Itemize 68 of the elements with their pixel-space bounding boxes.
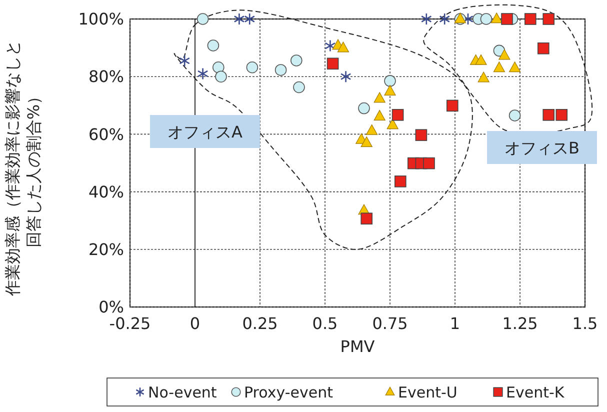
y-tick-label: 100% [78, 10, 124, 29]
point [490, 12, 502, 24]
point [234, 12, 245, 26]
legend-label: Event-U [398, 383, 458, 402]
point [374, 92, 386, 103]
point [340, 70, 352, 83]
point [384, 84, 396, 96]
point [360, 136, 372, 147]
legend-label: Event-K [506, 383, 566, 402]
annotation: オフィスB [504, 138, 580, 158]
point [478, 72, 490, 82]
point [498, 49, 510, 60]
point [244, 12, 256, 26]
point [501, 13, 513, 25]
point [384, 75, 396, 87]
point [446, 100, 458, 112]
x-tick-label: 1.25 [502, 314, 538, 333]
point [360, 212, 372, 224]
point [196, 13, 209, 25]
x-tick-label: 0.25 [242, 314, 278, 333]
point [542, 109, 554, 121]
y-tick-label: 60% [88, 124, 124, 144]
x-tick-label: 1 [450, 314, 460, 333]
point [337, 42, 349, 52]
y-tick-label: 0% [98, 298, 124, 317]
point [290, 54, 302, 66]
point [386, 118, 398, 130]
point [509, 62, 521, 72]
point [392, 109, 404, 121]
point [415, 129, 428, 141]
point [358, 102, 370, 114]
point [420, 12, 432, 26]
x-axis-title: PMV [340, 337, 375, 356]
x-tick-label: 1.5 [572, 314, 598, 333]
x-tick-label: 0 [190, 314, 200, 333]
point [207, 40, 220, 52]
point [423, 157, 435, 170]
point [197, 68, 208, 80]
point [508, 110, 521, 122]
point [394, 176, 406, 188]
point [215, 70, 227, 82]
point [480, 13, 492, 25]
y-tick-label: 40% [88, 182, 124, 202]
y-axis-title: 作業効率感（作業効率に影響なしと回答した人の割合%） [3, 40, 43, 297]
point [374, 110, 386, 120]
point [475, 54, 487, 65]
point [274, 64, 287, 76]
point [366, 124, 378, 135]
point [439, 12, 450, 26]
point [542, 13, 554, 25]
y-tick-label: 20% [88, 240, 124, 259]
point [246, 61, 258, 74]
annotation: オフィスA [168, 122, 243, 142]
legend-label: Proxy-event [244, 383, 334, 402]
point [524, 13, 536, 25]
legend-label: No-event [148, 383, 217, 402]
x-tick-label: 0.5 [312, 314, 338, 333]
y-tick-label: 80% [88, 67, 124, 86]
x-tick-label: 0.75 [372, 314, 408, 333]
point [293, 81, 305, 94]
point [324, 40, 336, 52]
point [493, 62, 505, 72]
x-tick-label: -0.25 [109, 314, 151, 333]
point [538, 42, 550, 54]
point [179, 54, 190, 67]
point [212, 61, 224, 74]
point [556, 109, 568, 121]
point [326, 58, 339, 70]
